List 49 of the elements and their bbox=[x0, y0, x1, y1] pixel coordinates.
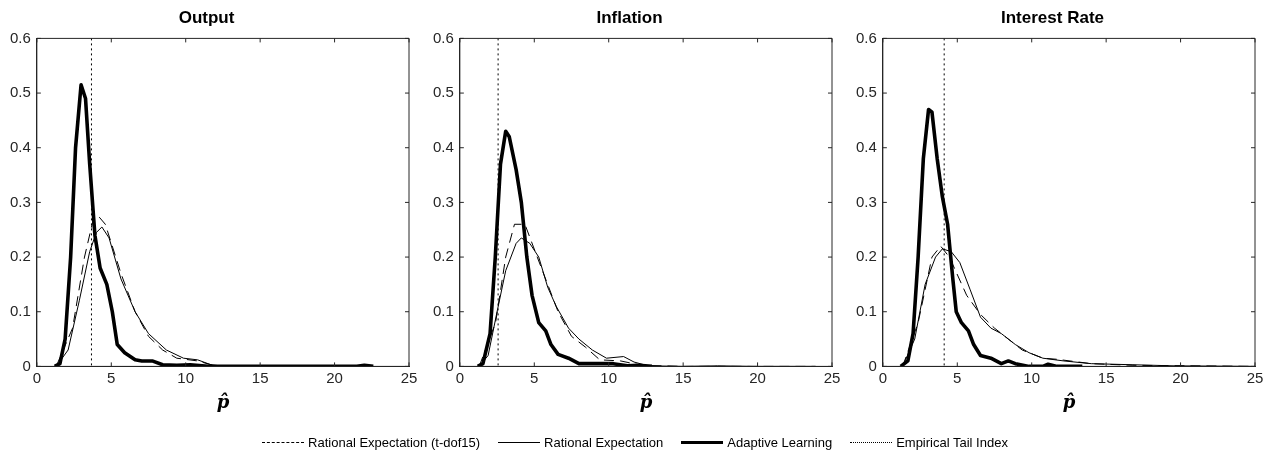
y-tick-label: 0.3 bbox=[432, 192, 454, 210]
x-tick-label: 10 bbox=[177, 368, 195, 386]
x-tick-label: 0 bbox=[32, 368, 42, 386]
x-tick-label: 5 bbox=[530, 368, 539, 386]
y-tick-label: 0.4 bbox=[855, 137, 877, 155]
legend-label: Rational Expectation bbox=[544, 434, 664, 450]
x-tick-label: 20 bbox=[1172, 368, 1189, 386]
y-tick-label: 0.5 bbox=[9, 83, 31, 101]
y-tick-label: 0.2 bbox=[9, 247, 31, 265]
x-tick-label: 0 bbox=[878, 368, 888, 386]
y-tick-label: 0 bbox=[445, 356, 454, 374]
y-tick-label: 0.6 bbox=[855, 28, 877, 46]
y-tick-label: 0.1 bbox=[9, 301, 31, 319]
x-tick-label: 25 bbox=[400, 368, 418, 386]
x-tick-label: 20 bbox=[326, 368, 343, 386]
y-tick-label: 0.3 bbox=[855, 192, 877, 210]
y-tick-label: 0.6 bbox=[432, 28, 454, 46]
y-tick-label: 0.2 bbox=[855, 247, 877, 265]
x-tick-label: 5 bbox=[107, 368, 116, 386]
chart-title: Interest Rate bbox=[1001, 7, 1104, 27]
x-tick-label: 15 bbox=[674, 368, 692, 386]
y-tick-label: 0.3 bbox=[9, 192, 31, 210]
y-tick-label: 0.5 bbox=[855, 83, 877, 101]
y-tick-label: 0.1 bbox=[855, 301, 877, 319]
y-tick-label: 0.4 bbox=[9, 137, 31, 155]
y-tick-label: 0 bbox=[22, 356, 31, 374]
y-tick-label: 0.6 bbox=[9, 28, 31, 46]
x-tick-label: 0 bbox=[455, 368, 465, 386]
y-tick-label: 0.4 bbox=[432, 137, 454, 155]
y-tick-label: 0.5 bbox=[432, 83, 454, 101]
y-tick-label: 0 bbox=[868, 356, 877, 374]
legend-label: Empirical Tail Index bbox=[896, 434, 1008, 450]
x-tick-label: 25 bbox=[1246, 368, 1264, 386]
y-tick-label: 0.1 bbox=[432, 301, 454, 319]
x-axis-title: p̂ bbox=[1062, 390, 1076, 412]
x-tick-label: 10 bbox=[600, 368, 618, 386]
x-axis-title: p̂ bbox=[639, 390, 653, 412]
chart-title: Output bbox=[178, 7, 235, 27]
x-tick-label: 5 bbox=[953, 368, 962, 386]
legend-label: Rational Expectation (t-dof15) bbox=[308, 434, 481, 450]
legend-label: Adaptive Learning bbox=[727, 434, 833, 450]
y-tick-label: 0.2 bbox=[432, 247, 454, 265]
chart-title: Inflation bbox=[596, 7, 663, 27]
x-tick-label: 20 bbox=[749, 368, 766, 386]
x-tick-label: 15 bbox=[251, 368, 269, 386]
x-axis-title: p̂ bbox=[216, 390, 230, 412]
x-tick-label: 10 bbox=[1023, 368, 1041, 386]
x-tick-label: 15 bbox=[1097, 368, 1115, 386]
x-tick-label: 25 bbox=[823, 368, 841, 386]
